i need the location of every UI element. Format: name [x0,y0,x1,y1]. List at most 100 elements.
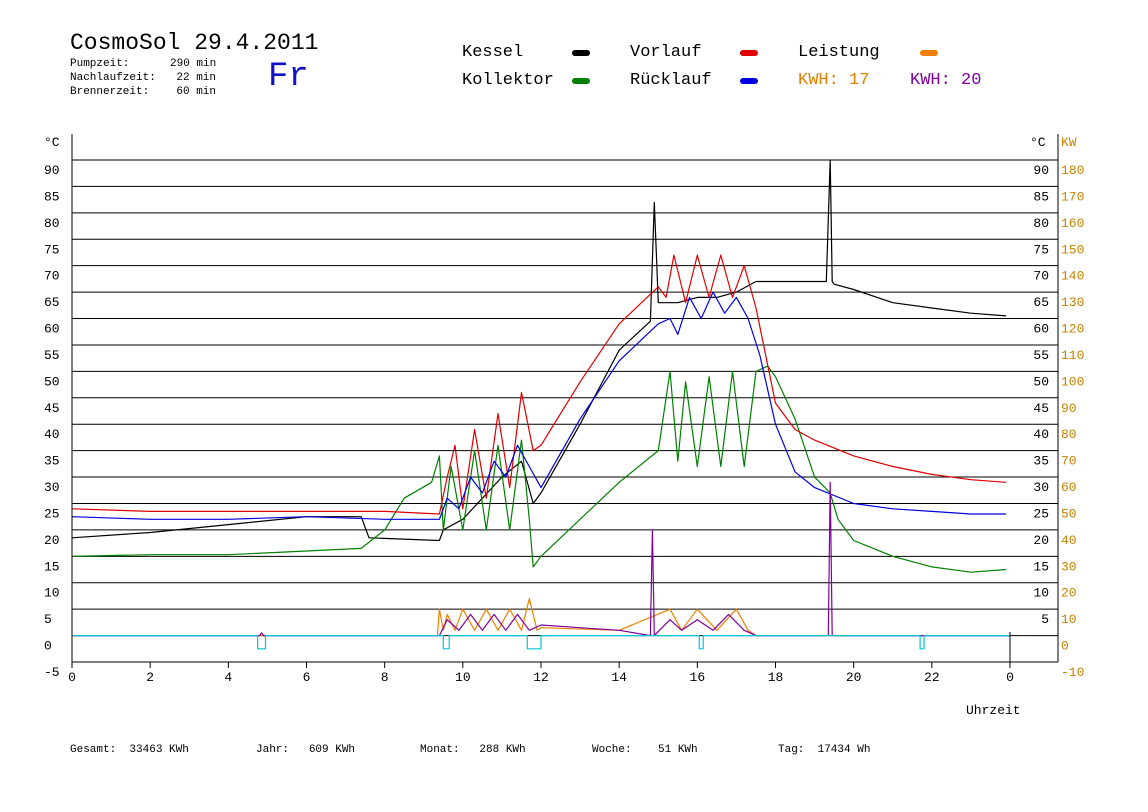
stat-brennerzeit: Brennerzeit: 60 min [70,86,216,98]
y-tick-left: -5 [44,665,60,680]
y-tick-right: 90 [1033,163,1049,178]
y2-tick: 0 [1061,639,1069,654]
y-tick-right: 10 [1033,586,1049,601]
series-r-cklauf [71,291,1007,520]
y-tick-right: 20 [1033,533,1049,548]
legend-ruecklauf-swatch [740,78,758,84]
x-tick-label: 16 [690,670,706,685]
y-tick-right: 65 [1033,295,1049,310]
y-tick-left: 30 [44,480,60,495]
y2-tick: 20 [1061,586,1077,601]
y-tick-left: 25 [44,506,60,521]
x-tick-label: 12 [533,670,549,685]
y-tick-left: 45 [44,401,60,416]
y-tick-left: 40 [44,427,60,442]
y-tick-right: 45 [1033,401,1049,416]
legend-kollektor-label: Kollektor [462,71,554,90]
chart-axes: -505101520253035404550556065707580859051… [44,134,1084,718]
y2-tick: 30 [1061,559,1077,574]
series-pumpe [72,634,1010,650]
legend-kessel-swatch [572,50,590,56]
x-tick-label: 14 [611,670,627,685]
y-tick-right: 85 [1033,189,1049,204]
x-tick-label: 0 [1006,670,1014,685]
legend-kwh1: KWH: 17 [798,71,870,90]
y2-tick: 90 [1061,401,1077,416]
day-label: Fr [268,58,309,96]
legend-kwh2: KWH: 20 [910,71,982,90]
x-tick-label: 2 [146,670,154,685]
stat-pumpzeit: Pumpzeit: 290 min [70,58,217,70]
x-axis-label: Uhrzeit [966,703,1021,718]
series-vorlauf [71,254,1007,515]
y-tick-left: 80 [44,216,60,231]
x-tick-label: 8 [381,670,389,685]
footer-woche: Woche: 51 KWh [592,744,698,756]
y-tick-right: 5 [1041,612,1049,627]
y-unit-right: °C [1030,135,1046,150]
y2-tick: 50 [1061,506,1077,521]
footer-jahr: Jahr: 609 KWh [256,744,356,756]
series-kwh-violett [72,481,1010,637]
y-tick-left: 10 [44,586,60,601]
chart-series [71,159,1010,650]
y2-tick: 130 [1061,295,1084,310]
legend-vorlauf-swatch [740,50,758,56]
y-tick-left: 5 [44,612,52,627]
y2-tick: 60 [1061,480,1077,495]
footer-monat: Monat: 288 KWh [420,744,526,756]
legend-kessel-label: Kessel [462,43,524,62]
y-tick-left: 0 [44,639,52,654]
y-tick-right: 80 [1033,216,1049,231]
y-tick-left: 70 [44,269,60,284]
y-tick-right: 75 [1033,242,1049,257]
y-tick-right: 30 [1033,480,1049,495]
y-tick-right: 70 [1033,269,1049,284]
series-kollektor [71,365,1007,573]
y-tick-left: 20 [44,533,60,548]
y2-tick: 110 [1061,348,1084,363]
y2-tick: 100 [1061,374,1084,389]
y-tick-right: 60 [1033,322,1049,337]
chart-title: CosmoSol 29.4.2011 [70,30,319,56]
y-tick-left: 65 [44,295,60,310]
y2-tick: 120 [1061,322,1084,337]
y-tick-right: 25 [1033,506,1049,521]
y2-tick: 180 [1061,163,1084,178]
y-tick-right: 35 [1033,454,1049,469]
legend-leistung-label: Leistung [798,43,880,62]
footer-gesamt: Gesamt: 33463 KWh [70,744,189,756]
y-tick-right: 15 [1033,559,1049,574]
y-tick-right: 55 [1033,348,1049,363]
y-tick-left: 15 [44,559,60,574]
y-tick-left: 60 [44,322,60,337]
x-tick-label: 0 [68,670,76,685]
chart-grid [72,159,1058,663]
legend-ruecklauf-label: Rücklauf [630,71,712,90]
x-tick-label: 6 [303,670,311,685]
x-tick-label: 20 [846,670,862,685]
legend-leistung-swatch [920,50,938,56]
x-tick-label: 10 [455,670,471,685]
legend-kollektor-swatch [572,78,590,84]
y2-tick: 10 [1061,612,1077,627]
y2-tick: 40 [1061,533,1077,548]
y2-tick: 150 [1061,242,1084,257]
y2-tick: 160 [1061,216,1084,231]
y2-tick: 80 [1061,427,1077,442]
y-tick-left: 35 [44,454,60,469]
series-kessel [71,159,1007,542]
y-tick-right: 50 [1033,374,1049,389]
legend-vorlauf-label: Vorlauf [630,43,702,62]
y2-tick: 170 [1061,189,1084,204]
y2-tick: 140 [1061,269,1084,284]
y-tick-left: 90 [44,163,60,178]
x-tick-label: 22 [924,670,940,685]
y-tick-left: 50 [44,374,60,389]
y-tick-left: 55 [44,348,60,363]
y-tick-left: 75 [44,242,60,257]
x-tick-label: 4 [224,670,232,685]
y2-unit: KW [1061,135,1077,150]
series-leistung [72,597,1010,637]
